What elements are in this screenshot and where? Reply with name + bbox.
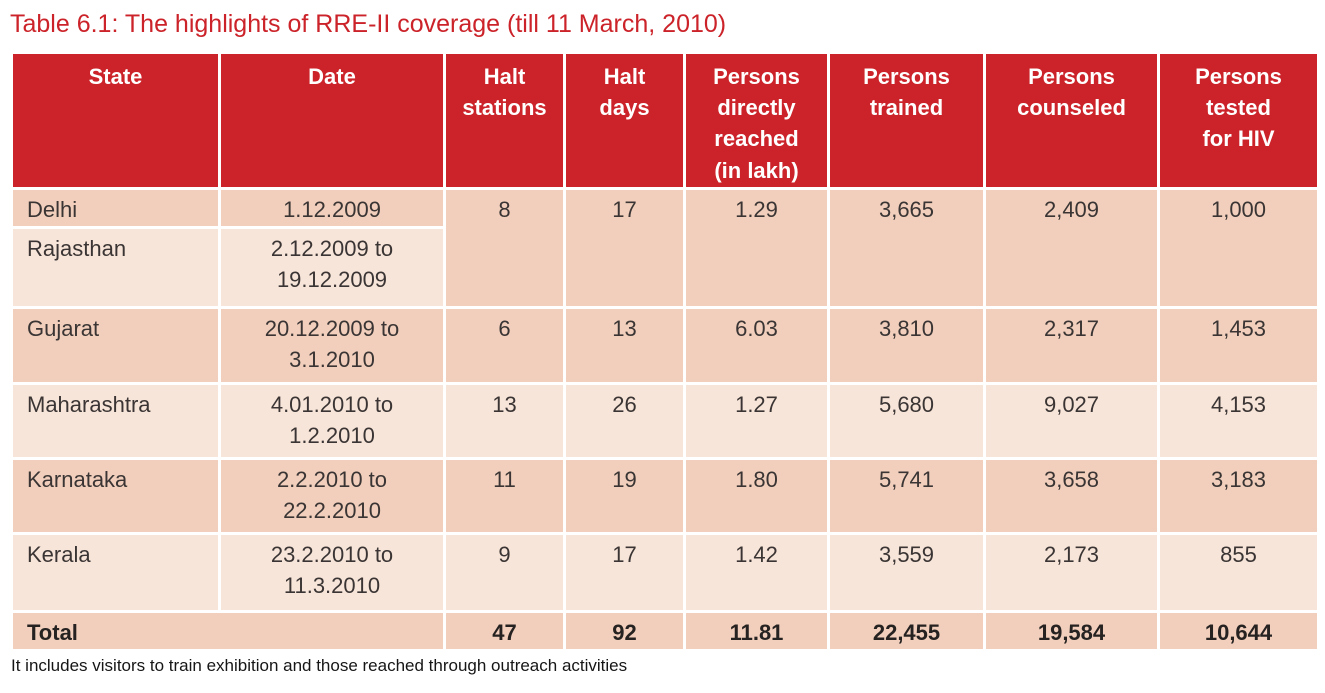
cell-persons-counseled: 3,658 [983, 457, 1160, 535]
table-row-rajasthan: Rajasthan 2.12.2009 to 19.12.2009 [10, 226, 1319, 309]
cell-halt-stations: 6 [443, 306, 566, 385]
cell-date: 2.12.2009 to 19.12.2009 [218, 226, 446, 309]
cell-persons-tested: 1,453 [1157, 306, 1320, 385]
cell-persons-tested: 855 [1157, 532, 1320, 613]
cell-persons-counseled: 2,409 [983, 187, 1160, 309]
cell-total-label: Total [10, 610, 446, 652]
table-row-kerala: Kerala 23.2.2010 to 11.3.2010 9 17 1.42 … [10, 532, 1320, 613]
coverage-table: State Date Halt stations Halt days Perso… [10, 51, 1320, 652]
cell-state: Kerala [10, 532, 221, 613]
cell-halt-stations: 8 [443, 187, 566, 309]
cell-persons-trained: 3,559 [827, 532, 986, 613]
cell-halt-stations: 9 [443, 532, 566, 613]
cell-halt-stations: 13 [443, 382, 566, 460]
cell-total-halt-stations: 47 [443, 610, 566, 652]
footnote: It includes visitors to train exhibition… [11, 656, 628, 675]
cell-persons-directly-reached: 1.42 [683, 532, 830, 613]
cell-persons-directly-reached: 1.80 [683, 457, 830, 535]
cell-persons-trained: 3,810 [827, 306, 986, 385]
cell-date: 4.01.2010 to 1.2.2010 [218, 382, 446, 460]
col-header-halt-stations: Halt stations [443, 51, 566, 190]
cell-halt-days: 19 [563, 457, 686, 535]
table-row-delhi: Delhi 1.12.2009 8 17 1.29 3,665 2,409 1,… [10, 187, 1320, 309]
cell-halt-days: 26 [563, 382, 686, 460]
cell-persons-trained: 3,665 [827, 187, 986, 309]
cell-total-persons-tested: 10,644 [1157, 610, 1320, 652]
header-row: State Date Halt stations Halt days Perso… [10, 51, 1320, 190]
table-title: Table 6.1: The highlights of RRE-II cove… [10, 10, 727, 38]
cell-persons-directly-reached: 1.27 [683, 382, 830, 460]
cell-persons-tested: 3,183 [1157, 457, 1320, 535]
cell-persons-directly-reached: 6.03 [683, 306, 830, 385]
cell-state: Rajasthan [10, 226, 221, 309]
cell-persons-counseled: 2,173 [983, 532, 1160, 613]
cell-total-halt-days: 92 [563, 610, 686, 652]
cell-state: Maharashtra [10, 382, 221, 460]
cell-total-persons-trained: 22,455 [827, 610, 986, 652]
table-row-gujarat: Gujarat 20.12.2009 to 3.1.2010 6 13 6.03… [10, 306, 1320, 385]
col-header-persons-trained: Persons trained [827, 51, 986, 190]
cell-halt-days: 17 [563, 532, 686, 613]
cell-date: 2.2.2010 to 22.2.2010 [218, 457, 446, 535]
cell-persons-tested: 1,000 [1157, 187, 1320, 309]
col-header-state: State [10, 51, 221, 190]
cell-persons-tested: 4,153 [1157, 382, 1320, 460]
col-header-persons-directly-reached: Persons directly reached (in lakh) [683, 51, 830, 190]
cell-date: 20.12.2009 to 3.1.2010 [218, 306, 446, 385]
cell-total-persons-counseled: 19,584 [983, 610, 1160, 652]
cell-state: Karnataka [10, 457, 221, 535]
cell-total-persons-directly-reached: 11.81 [683, 610, 830, 652]
col-header-persons-counseled: Persons counseled [983, 51, 1160, 190]
cell-halt-days: 17 [563, 187, 686, 309]
table-row-karnataka: Karnataka 2.2.2010 to 22.2.2010 11 19 1.… [10, 457, 1320, 535]
cell-state: Gujarat [10, 306, 221, 385]
cell-persons-trained: 5,680 [827, 382, 986, 460]
cell-persons-trained: 5,741 [827, 457, 986, 535]
cell-halt-stations: 11 [443, 457, 566, 535]
col-header-halt-days: Halt days [563, 51, 686, 190]
cell-persons-counseled: 9,027 [983, 382, 1160, 460]
cell-persons-directly-reached: 1.29 [683, 187, 830, 309]
cell-date: 23.2.2010 to 11.3.2010 [218, 532, 446, 613]
cell-halt-days: 13 [563, 306, 686, 385]
report-page: Table 6.1: The highlights of RRE-II cove… [10, 10, 1320, 675]
cell-state: Delhi [10, 187, 221, 229]
cell-persons-counseled: 2,317 [983, 306, 1160, 385]
col-header-date: Date [218, 51, 446, 190]
cell-date: 1.12.2009 [218, 187, 446, 229]
col-header-persons-tested: Persons tested for HIV [1157, 51, 1320, 190]
table-total-row: Total 47 92 11.81 22,455 19,584 10,644 [10, 610, 1320, 652]
table-row-maharashtra: Maharashtra 4.01.2010 to 1.2.2010 13 26 … [10, 382, 1320, 460]
